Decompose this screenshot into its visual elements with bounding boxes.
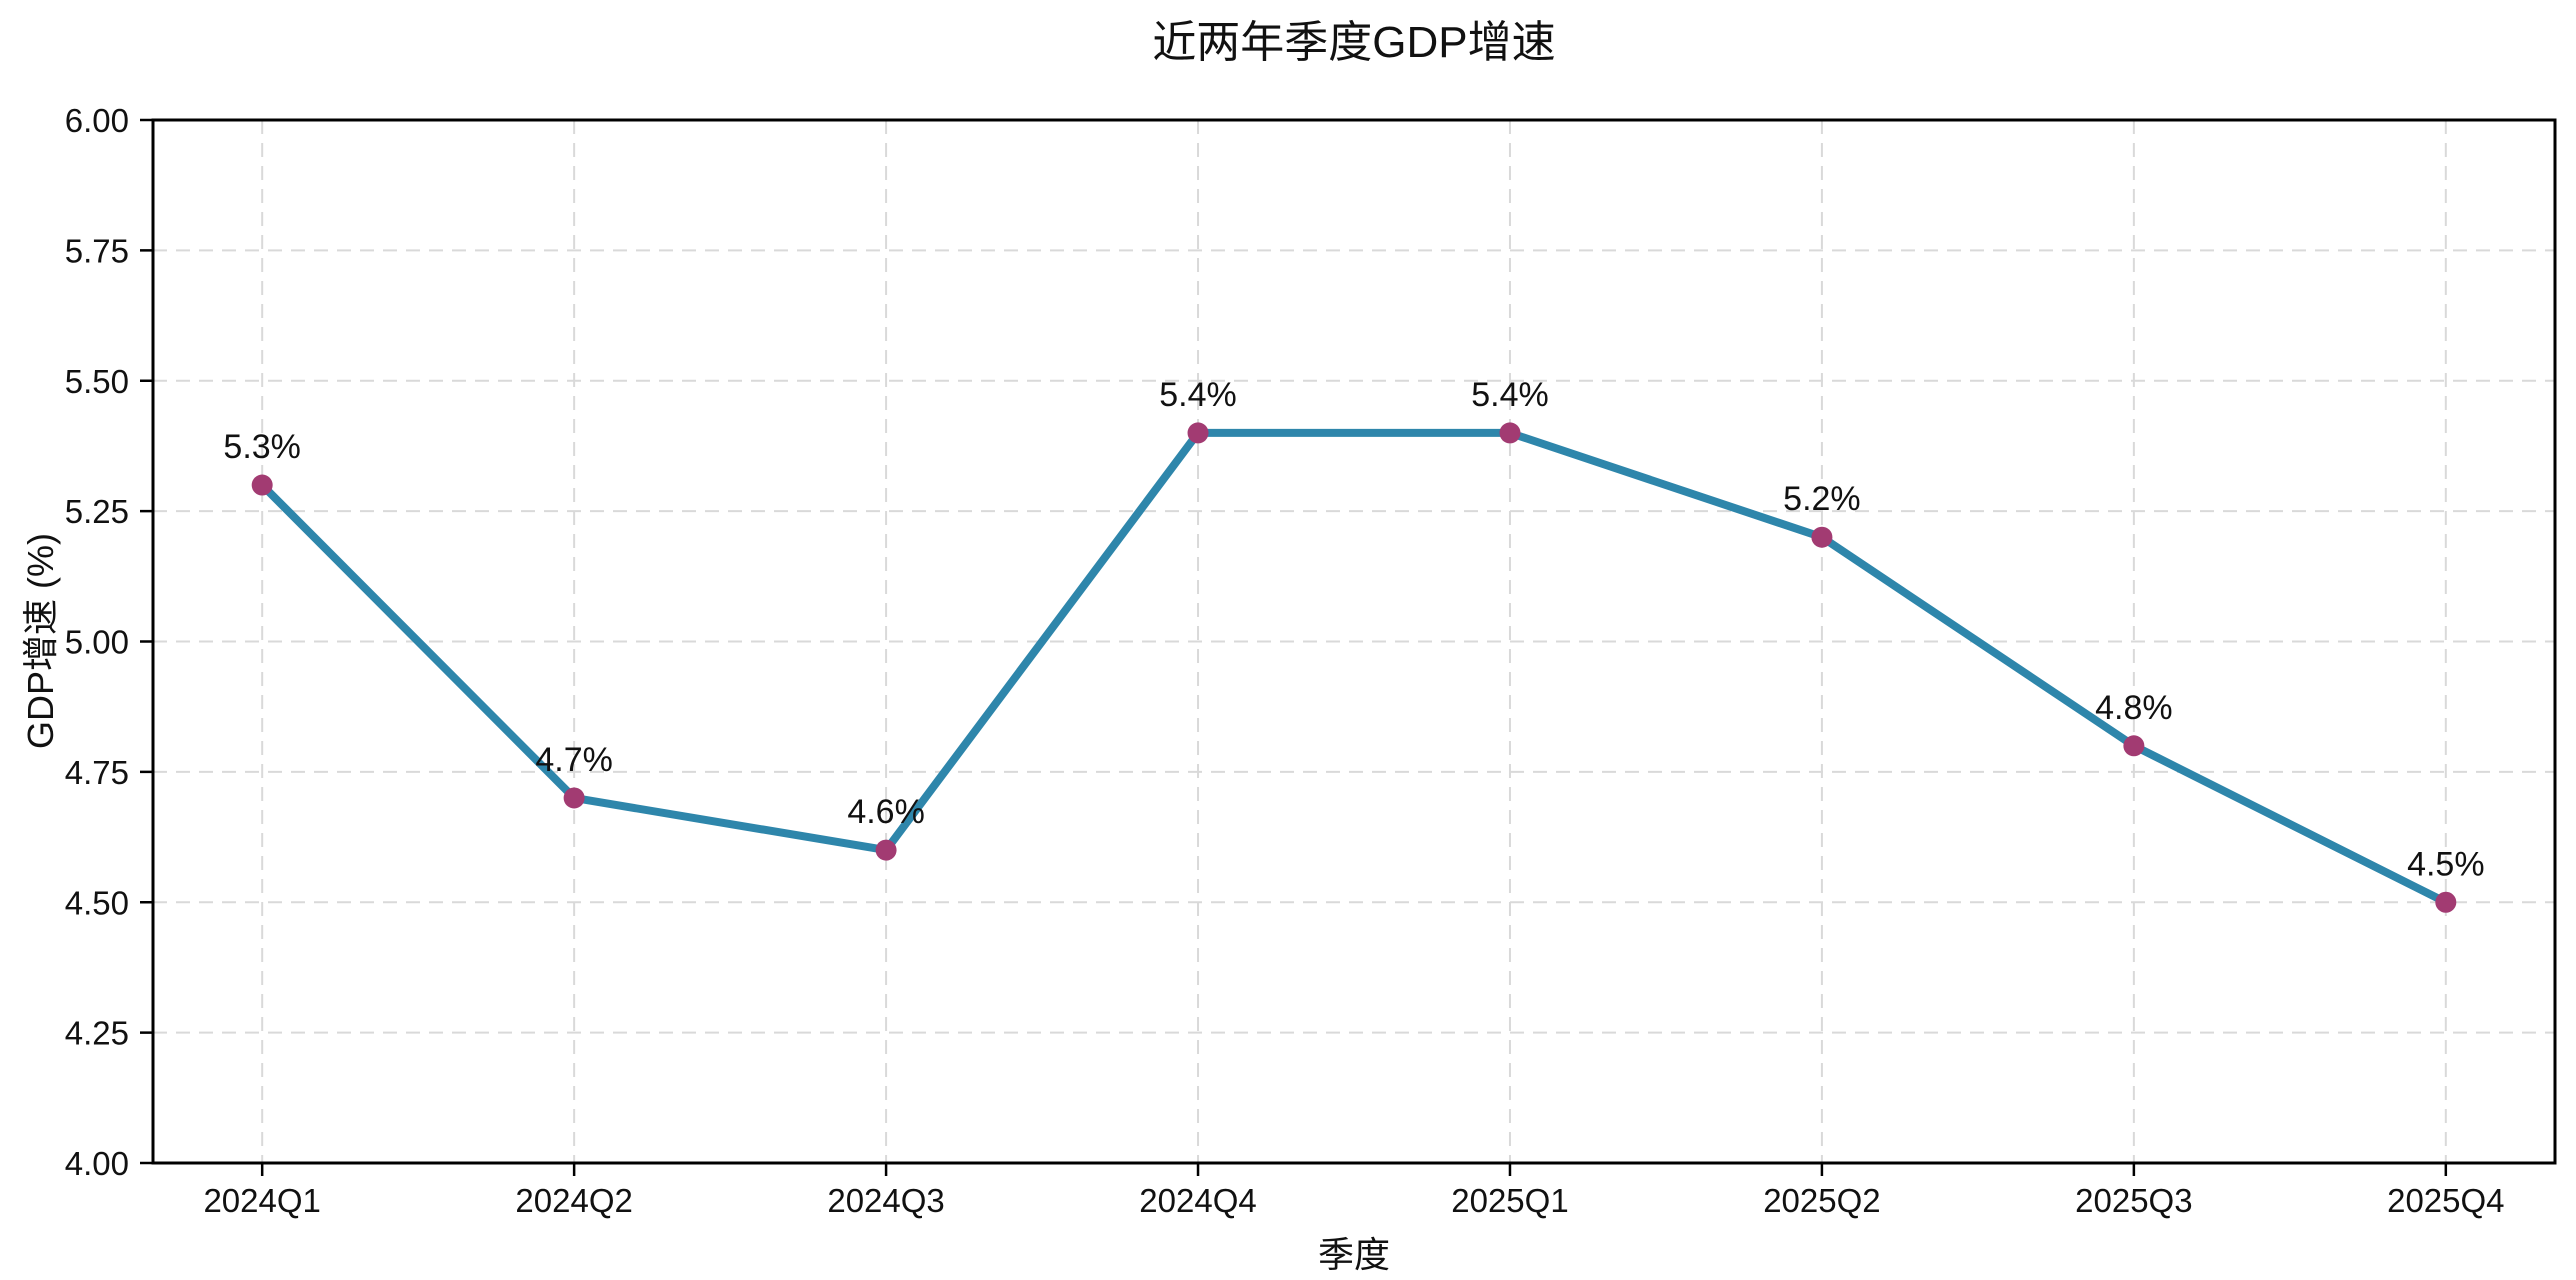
data-point-label: 5.4% — [1159, 376, 1237, 414]
data-point-label: 4.7% — [535, 741, 613, 779]
data-point-marker — [2123, 735, 2145, 757]
x-tick-label: 2024Q1 — [203, 1182, 320, 1219]
x-tick-label: 2024Q4 — [1139, 1182, 1256, 1219]
y-axis-label: GDP增速 (%) — [20, 532, 61, 750]
data-point-label: 4.5% — [2407, 845, 2485, 883]
y-tick-label: 4.25 — [65, 1015, 129, 1052]
data-point-marker — [2435, 891, 2457, 913]
trend-line — [258, 428, 2450, 907]
data-point-label: 5.4% — [1471, 376, 1549, 414]
y-tick-label: 4.50 — [65, 884, 129, 921]
y-tick-label: 4.00 — [65, 1145, 129, 1182]
x-axis-label: 季度 — [1317, 1234, 1390, 1275]
x-tick-label: 2025Q1 — [1451, 1182, 1568, 1219]
data-point-label: 4.6% — [847, 793, 925, 831]
chart-title: 近两年季度GDP增速 — [1152, 18, 1556, 67]
y-tick-label: 5.75 — [65, 232, 129, 269]
data-point-marker — [875, 839, 897, 861]
data-point-label: 5.3% — [223, 428, 301, 466]
data-point-marker — [1499, 422, 1521, 444]
data-point-label: 5.2% — [1783, 480, 1861, 518]
y-tick-label: 4.75 — [65, 754, 129, 791]
data-point-marker — [251, 474, 273, 496]
x-tick-label: 2025Q3 — [2075, 1182, 2192, 1219]
data-point-marker — [1811, 526, 1833, 548]
x-tick-label: 2024Q3 — [827, 1182, 944, 1219]
data-point-label: 4.8% — [2095, 689, 2173, 727]
data-point-marker — [1187, 422, 1209, 444]
y-tick-label: 5.00 — [65, 624, 129, 661]
x-tick-label: 2025Q2 — [1763, 1182, 1880, 1219]
data-point-marker — [563, 787, 585, 809]
y-tick-label: 6.00 — [65, 102, 129, 139]
x-tick-label: 2024Q2 — [515, 1182, 632, 1219]
x-tick-label: 2025Q4 — [2387, 1182, 2504, 1219]
y-tick-label: 5.25 — [65, 493, 129, 530]
y-tick-label: 5.50 — [65, 363, 129, 400]
